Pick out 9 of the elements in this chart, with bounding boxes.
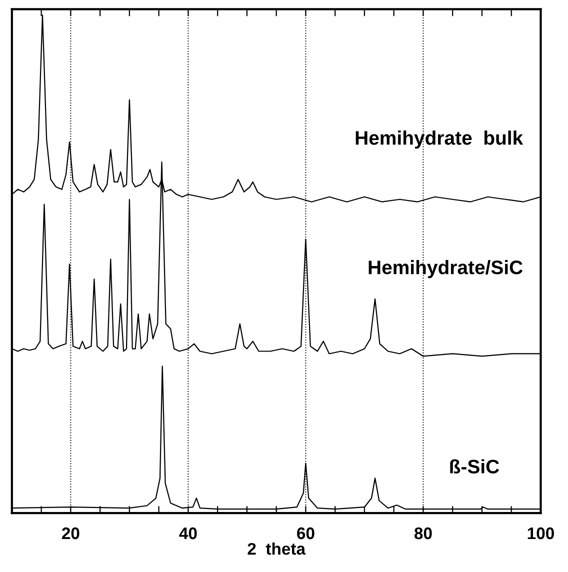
text: Hemihydrate bulk bbox=[356, 130, 524, 149]
x-tick-label: 100 bbox=[528, 527, 554, 540]
series-label: Hemihydrate/SiC bbox=[368, 260, 523, 278]
x-tick-label: 80 bbox=[414, 527, 432, 540]
series-label: ß-SiC bbox=[450, 459, 500, 474]
x-tick-label: 40 bbox=[179, 527, 197, 540]
x-tick-label: 60 bbox=[297, 527, 314, 540]
x-tick-label: 20 bbox=[62, 527, 80, 540]
x-axis-title: 2 theta bbox=[248, 542, 306, 555]
